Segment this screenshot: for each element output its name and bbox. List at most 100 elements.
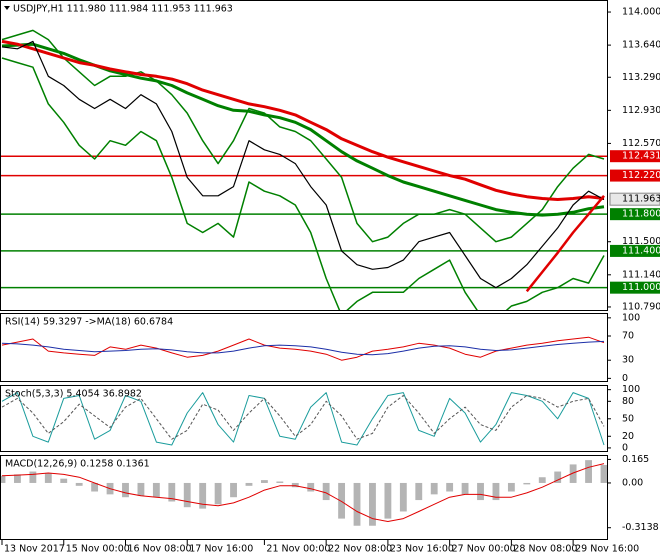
- histogram-bar: [183, 482, 191, 508]
- histogram-bar: [260, 480, 268, 483]
- histogram-bar: [492, 482, 500, 501]
- histogram-bar: [291, 482, 299, 488]
- level-label: 112.220: [622, 170, 660, 181]
- panel: [1, 336, 605, 361]
- histogram-bar: [338, 482, 346, 519]
- y-tick-label: 112.570: [622, 138, 660, 149]
- panel-border: [0, 385, 608, 452]
- series-line: [1, 463, 605, 522]
- x-tick-label: 28 Nov 08:00: [513, 544, 577, 555]
- histogram-bar: [245, 482, 253, 486]
- panel-border: [0, 313, 608, 382]
- y-tick-label: 113.290: [622, 72, 660, 83]
- y-tick-label: 110.790: [622, 301, 660, 312]
- x-tick-label: 21 Nov 00:00: [266, 544, 330, 555]
- x-tick-label: 23 Nov 16:00: [390, 544, 454, 555]
- x-tick-label: 17 Nov 16:00: [189, 544, 253, 555]
- y-tick-label: 0.165: [622, 454, 649, 465]
- panel-border: [0, 455, 608, 540]
- x-tick-label: 16 Nov 08:00: [127, 544, 191, 555]
- menu-icon: [4, 6, 10, 10]
- x-tick-label: 27 Nov 00:00: [452, 544, 516, 555]
- histogram-bar: [369, 482, 376, 526]
- histogram-bar: [122, 482, 129, 498]
- histogram-bar: [276, 481, 284, 483]
- histogram-bar: [461, 482, 469, 495]
- histogram-bar: [29, 471, 37, 483]
- y-tick-label: 80: [622, 396, 634, 407]
- histogram-bar: [75, 482, 83, 486]
- series-line: [1, 39, 605, 201]
- series-line: [1, 395, 605, 440]
- histogram-bar: [430, 482, 438, 495]
- histogram-bar: [399, 482, 407, 512]
- y-tick-label: 0: [622, 373, 628, 384]
- x-tick-label: 29 Nov 16:00: [575, 544, 639, 555]
- histogram-bar: [585, 460, 592, 483]
- x-tick-label: 15 Nov 00:00: [66, 544, 130, 555]
- histogram-bar: [538, 477, 546, 483]
- histogram-bar: [230, 482, 237, 498]
- histogram-bar: [322, 482, 330, 501]
- y-tick-label: 113.640: [622, 40, 660, 51]
- series-line: [1, 57, 605, 311]
- series-line: [1, 29, 605, 243]
- panel-title: USDJPY,H1 111.980 111.984 111.953 111.96…: [13, 4, 233, 15]
- histogram-bar: [384, 482, 392, 519]
- x-tick-label: 13 Nov 2017: [4, 544, 65, 555]
- histogram-bar: [137, 482, 145, 496]
- last-price-label: 111.963: [622, 194, 660, 205]
- level-label-box: [610, 244, 660, 257]
- y-tick-label: 30: [622, 355, 634, 366]
- histogram-bar: [214, 482, 222, 505]
- level-label: 112.431: [622, 151, 660, 162]
- y-tick-label: -0.3138: [622, 522, 659, 533]
- y-tick-label: 50: [622, 413, 634, 424]
- last-price-box: [609, 192, 660, 206]
- series-line: [1, 40, 605, 289]
- histogram-bar: [168, 482, 176, 502]
- panel: [0, 460, 608, 526]
- histogram-bar: [415, 482, 423, 501]
- series-line: [525, 194, 605, 293]
- y-tick-label: 0.00: [622, 477, 643, 488]
- level-label-box: [610, 208, 660, 221]
- y-tick-label: 0: [622, 442, 628, 453]
- panel: [1, 392, 605, 446]
- y-tick-label: 100: [622, 312, 640, 323]
- y-tick-label: 112.930: [622, 105, 660, 116]
- y-tick-label: 70: [622, 331, 634, 342]
- level-label-box: [610, 150, 660, 163]
- histogram-bar: [152, 482, 160, 498]
- histogram-bar: [477, 482, 484, 501]
- panel-border: [0, 0, 608, 311]
- panel-title: RSI(14) 59.3297 ->MA(18) 60.6784: [5, 317, 173, 328]
- panel-title: MACD(12,26,9) 0.1258 0.1361: [5, 459, 150, 470]
- histogram-bar: [91, 482, 99, 492]
- level-label: 111.800: [622, 209, 660, 220]
- histogram-bar: [307, 482, 315, 492]
- histogram-bar: [0, 475, 6, 483]
- histogram-bar: [44, 472, 52, 483]
- level-label-box: [610, 169, 660, 182]
- y-tick-label: 100: [622, 384, 640, 395]
- level-label-box: [610, 281, 660, 294]
- y-tick-label: 114.000: [622, 7, 660, 18]
- histogram-bar: [554, 471, 562, 483]
- histogram-bar: [14, 474, 21, 483]
- panel-title: Stoch(5,3,3) 5.4054 36.8982: [5, 389, 142, 400]
- histogram-bar: [523, 482, 531, 485]
- y-tick-label: 20: [622, 431, 634, 442]
- y-tick-label: 111.500: [622, 236, 660, 247]
- histogram-bar: [446, 482, 454, 492]
- level-label: 111.400: [622, 245, 660, 256]
- x-tick-label: 22 Nov 08:00: [328, 544, 392, 555]
- panel: [0, 29, 608, 311]
- series-line: [1, 340, 605, 356]
- level-label: 111.000: [622, 282, 660, 293]
- series-line: [1, 392, 605, 446]
- histogram-bar: [507, 482, 515, 492]
- histogram-bar: [60, 478, 68, 483]
